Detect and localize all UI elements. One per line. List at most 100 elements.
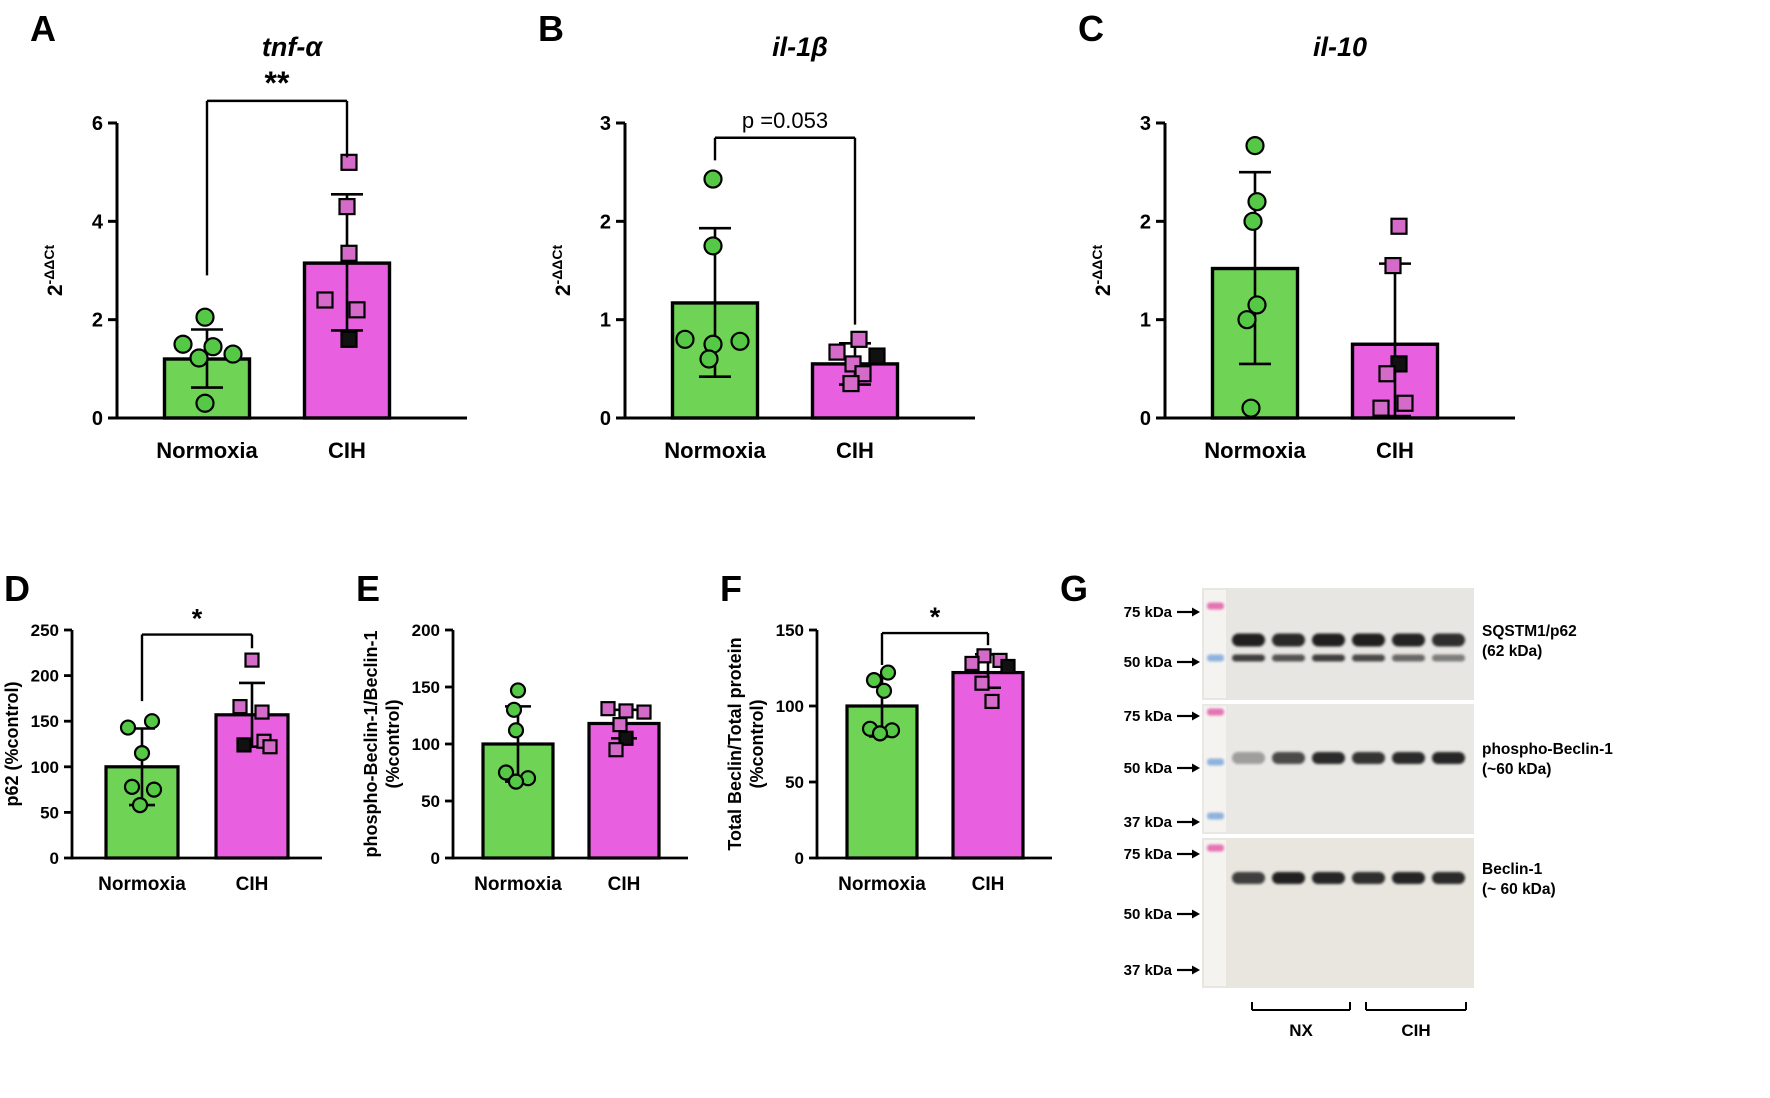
y-tick-label: 150 bbox=[412, 678, 440, 697]
data-point bbox=[984, 693, 1000, 710]
protein-band bbox=[1272, 633, 1305, 647]
mw-arrow-head bbox=[1192, 909, 1200, 919]
x-category-label: Normoxia bbox=[156, 438, 258, 463]
chart-p62: 0 50 100 150 200 250 p62 (%control) Normoxia CIH… bbox=[2, 604, 322, 895]
chart-title: il-10 bbox=[1313, 32, 1367, 62]
chart-total-beclin: 0 50 100 150 Total Beclin/Total protein (%con… bbox=[725, 602, 1052, 895]
blot-protein-label: phospho-Beclin-1 bbox=[1482, 741, 1613, 758]
data-point bbox=[1237, 310, 1257, 330]
data-point bbox=[964, 655, 980, 672]
x-category-label: CIH bbox=[236, 874, 269, 895]
panel-f: F 0 50 100 150 Total Beclin/Total protein (%c… bbox=[712, 568, 1067, 903]
panel-a: A tnf-α 0 2 4 6 2-ΔΔCt Normoxia CIH ** bbox=[22, 8, 492, 493]
data-point bbox=[340, 244, 358, 262]
data-point bbox=[699, 349, 719, 369]
data-point bbox=[507, 773, 525, 790]
ladder-band bbox=[1207, 654, 1224, 662]
data-point bbox=[842, 374, 860, 393]
protein-band bbox=[1272, 872, 1305, 884]
ladder-band bbox=[1207, 758, 1224, 766]
chart-il-1beta: il-1β 0 1 2 3 2-ΔΔCt Normoxia CIH p =0.053 bbox=[549, 32, 975, 463]
y-tick-label: 0 bbox=[50, 849, 59, 868]
x-category-label: Normoxia bbox=[1204, 438, 1306, 463]
y-tick-label: 100 bbox=[776, 697, 804, 716]
chart-tnf-alpha: tnf-α 0 2 4 6 2-ΔΔCt Normoxia CIH ** bbox=[41, 32, 467, 463]
x-category-label: CIH bbox=[836, 438, 874, 463]
y-axis-title: 2-ΔΔCt bbox=[41, 245, 67, 297]
data-point bbox=[1247, 295, 1267, 315]
mw-marker-label: 50 kDa bbox=[1124, 654, 1173, 671]
panel-letter-e: E bbox=[356, 568, 381, 609]
blot-protein-label: Beclin-1 bbox=[1482, 861, 1543, 878]
protein-band bbox=[1312, 752, 1345, 764]
protein-band bbox=[1352, 633, 1385, 647]
data-point bbox=[600, 701, 616, 717]
data-point bbox=[875, 682, 893, 699]
data-point bbox=[703, 236, 723, 256]
mw-arrow-head bbox=[1192, 657, 1200, 667]
blot-image bbox=[1202, 838, 1474, 988]
mw-marker-label: 75 kDa bbox=[1124, 708, 1173, 725]
y-tick-label: 3 bbox=[600, 113, 611, 135]
protein-band bbox=[1312, 654, 1345, 662]
data-point bbox=[262, 739, 278, 755]
mw-arrow-head bbox=[1192, 965, 1200, 975]
protein-band bbox=[1232, 654, 1265, 662]
panel-letter-a: A bbox=[30, 8, 56, 49]
data-point bbox=[195, 393, 215, 413]
data-point bbox=[675, 329, 695, 349]
protein-band bbox=[1232, 633, 1265, 647]
data-point bbox=[850, 330, 868, 348]
y-tick-label: 3 bbox=[1140, 113, 1151, 135]
y-tick-label: 1 bbox=[600, 310, 611, 332]
protein-band bbox=[1392, 654, 1425, 662]
data-point bbox=[497, 764, 515, 781]
data-point bbox=[236, 737, 252, 753]
y-tick-label: 0 bbox=[92, 408, 103, 430]
y-tick-label: 50 bbox=[40, 803, 59, 822]
data-point bbox=[636, 704, 652, 720]
y-tick-label: 200 bbox=[31, 667, 59, 686]
ladder-band bbox=[1207, 602, 1224, 610]
ladder-lane bbox=[1204, 590, 1226, 698]
significance-label: ** bbox=[265, 65, 290, 101]
ladder-band bbox=[1207, 708, 1224, 716]
bar-normoxia bbox=[845, 704, 919, 860]
y-axis-title: p62 (%control) bbox=[2, 681, 22, 806]
y-axis-title: 2-ΔΔCt bbox=[549, 245, 575, 297]
data-point bbox=[507, 722, 525, 739]
chart-title: il-1β bbox=[772, 32, 828, 62]
data-point bbox=[123, 778, 141, 795]
data-point bbox=[509, 682, 527, 699]
protein-band bbox=[1432, 633, 1465, 647]
mw-marker-label: 50 kDa bbox=[1124, 906, 1173, 923]
mw-marker-label: 37 kDa bbox=[1124, 814, 1173, 831]
data-point bbox=[618, 703, 634, 719]
mw-marker-label: 75 kDa bbox=[1124, 846, 1173, 863]
protein-band bbox=[1432, 752, 1465, 764]
y-tick-label: 0 bbox=[431, 849, 440, 868]
y-axis-title: phospho-Beclin-1/Beclin-1 bbox=[361, 630, 381, 857]
protein-band bbox=[1312, 872, 1345, 884]
significance-label: * bbox=[930, 602, 941, 632]
y-tick-label: 6 bbox=[92, 113, 103, 135]
data-point bbox=[865, 672, 883, 689]
y-tick-label: 250 bbox=[31, 621, 59, 640]
data-point bbox=[133, 745, 151, 762]
x-category-label: Normoxia bbox=[98, 874, 186, 895]
data-point bbox=[608, 742, 624, 758]
panel-e: E 0 50 100 150 200 phospho-Beclin-1/Beclin-1(… bbox=[348, 568, 703, 903]
protein-band bbox=[1312, 633, 1345, 647]
panel-letter-f: F bbox=[720, 568, 742, 609]
protein-band bbox=[1392, 633, 1425, 647]
data-point bbox=[340, 330, 358, 348]
mw-arrow-head bbox=[1192, 711, 1200, 721]
data-point bbox=[1384, 256, 1402, 275]
y-tick-label: 2 bbox=[92, 310, 103, 332]
mw-arrow-head bbox=[1192, 849, 1200, 859]
data-point bbox=[703, 169, 723, 189]
blot-protein-label: (~60 kDa) bbox=[1482, 761, 1551, 778]
data-point bbox=[1247, 192, 1267, 212]
protein-band bbox=[1432, 872, 1465, 884]
